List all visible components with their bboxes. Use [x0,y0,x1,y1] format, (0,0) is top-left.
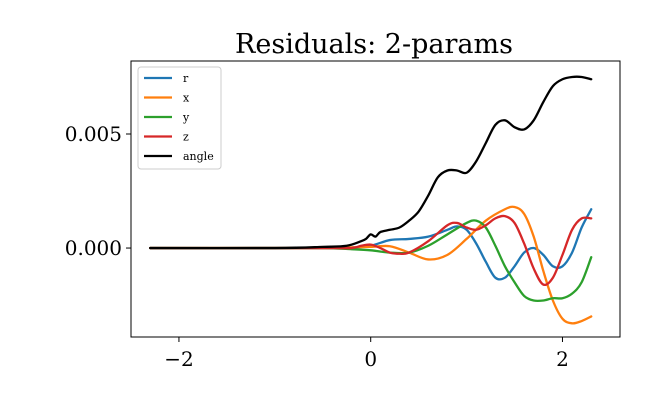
legend-label-x: x [183,92,190,105]
series-line-x [149,205,593,325]
series-line-y [149,219,593,303]
y-tick-label: 0.005 [65,122,122,146]
x-tick-label: −2 [164,347,193,371]
legend-label-z: z [183,131,189,144]
plot-frame [130,60,621,338]
legend-label-y: y [182,111,190,124]
chart-title: Residuals: 2-params [235,29,513,60]
series-line-angle [149,75,593,250]
legend-label-r: r [183,72,189,85]
plot-area [149,75,593,325]
legend-box [137,66,222,170]
axes: −2 0 2 0.000 0.005 [65,122,569,371]
legend-label-angle: angle [183,150,214,163]
y-tick-label: 0.000 [65,236,122,260]
x-tick-label: 2 [556,347,569,371]
x-tick-label: 0 [364,347,377,371]
series-line-z [149,214,593,287]
